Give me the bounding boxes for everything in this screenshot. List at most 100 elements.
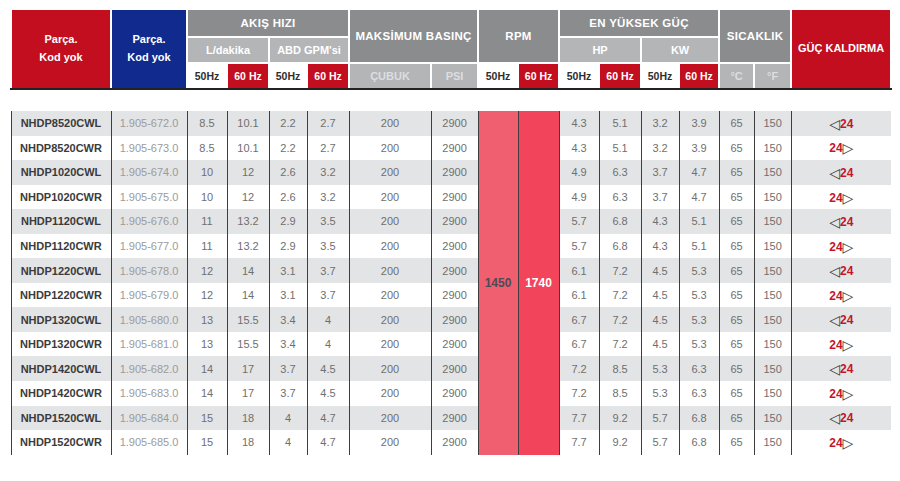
model-cell: NHDP1120CWR bbox=[11, 234, 111, 259]
table-row: NHDP1320CWL1.905-680.01315.53.4420029006… bbox=[11, 307, 891, 332]
hp-50hz-cell: 4.3 bbox=[559, 136, 599, 161]
power-lift-cell: ◁24 bbox=[791, 209, 891, 234]
lift-value: 24 bbox=[829, 338, 842, 352]
header-kw-50hz: 50Hz bbox=[641, 63, 679, 89]
kw-50hz-cell: 3.2 bbox=[641, 111, 679, 136]
header-power-hp: HP bbox=[559, 37, 641, 63]
kw-60hz-cell: 6.8 bbox=[679, 430, 719, 455]
pressure-bar-cell: 200 bbox=[349, 185, 431, 210]
flow-gpm-50hz-cell: 2.2 bbox=[269, 111, 307, 136]
pressure-psi-cell: 2900 bbox=[431, 111, 478, 136]
triangle-right-icon: ▷ bbox=[843, 337, 854, 353]
lift-value: 24 bbox=[840, 215, 853, 229]
header-flow-l-50hz: 50Hz bbox=[187, 63, 227, 89]
header-part-code-column: Parça. Kod yok bbox=[111, 9, 187, 89]
header-model-line2: Kod yok bbox=[12, 49, 110, 67]
part-code-cell: 1.905-681.0 bbox=[111, 332, 187, 357]
table-row: NHDP1420CWL1.905-682.014173.74.520029007… bbox=[11, 356, 891, 381]
model-cell: NHDP1420CWR bbox=[11, 381, 111, 406]
kw-50hz-cell: 4.3 bbox=[641, 234, 679, 259]
part-code-cell: 1.905-676.0 bbox=[111, 209, 187, 234]
lift-value: 24 bbox=[840, 117, 853, 131]
flow-l-50hz-cell: 12 bbox=[187, 283, 227, 308]
kw-50hz-cell: 3.7 bbox=[641, 185, 679, 210]
header-model-column: Parça. Kod yok bbox=[11, 9, 111, 89]
lift-value: 24 bbox=[840, 166, 853, 180]
flow-gpm-60hz-cell: 4.5 bbox=[307, 381, 349, 406]
flow-l-50hz-cell: 12 bbox=[187, 258, 227, 283]
hp-60hz-cell: 7.2 bbox=[599, 258, 641, 283]
part-code-cell: 1.905-679.0 bbox=[111, 283, 187, 308]
hp-60hz-cell: 6.3 bbox=[599, 185, 641, 210]
triangle-left-icon: ◁ bbox=[829, 214, 840, 230]
kw-60hz-cell: 6.3 bbox=[679, 356, 719, 381]
pressure-bar-cell: 200 bbox=[349, 136, 431, 161]
header-hp-50hz: 50Hz bbox=[559, 63, 599, 89]
pressure-bar-cell: 200 bbox=[349, 234, 431, 259]
kw-60hz-cell: 5.1 bbox=[679, 209, 719, 234]
hp-50hz-cell: 6.7 bbox=[559, 332, 599, 357]
hp-60hz-cell: 9.2 bbox=[599, 430, 641, 455]
header-temp-c: °C bbox=[719, 63, 754, 89]
header-lift-group: GÜÇ KALDIRMA bbox=[791, 9, 891, 89]
flow-l-50hz-cell: 14 bbox=[187, 381, 227, 406]
part-code-cell: 1.905-685.0 bbox=[111, 430, 187, 455]
part-code-cell: 1.905-673.0 bbox=[111, 136, 187, 161]
temp-f-cell: 150 bbox=[754, 111, 791, 136]
table-row: NHDP1020CWL1.905-674.010122.63.220029004… bbox=[11, 160, 891, 185]
flow-l-50hz-cell: 10 bbox=[187, 160, 227, 185]
temp-f-cell: 150 bbox=[754, 430, 791, 455]
temp-c-cell: 65 bbox=[719, 111, 754, 136]
temp-f-cell: 150 bbox=[754, 136, 791, 161]
flow-gpm-50hz-cell: 2.2 bbox=[269, 136, 307, 161]
flow-l-60hz-cell: 13.2 bbox=[227, 234, 269, 259]
pressure-psi-cell: 2900 bbox=[431, 160, 478, 185]
part-code-cell: 1.905-682.0 bbox=[111, 356, 187, 381]
flow-l-50hz-cell: 14 bbox=[187, 356, 227, 381]
power-lift-cell: ◁24 bbox=[791, 406, 891, 431]
power-lift-cell: ◁24 bbox=[791, 258, 891, 283]
table-row: NHDP1020CWR1.905-675.010122.63.220029004… bbox=[11, 185, 891, 210]
temp-c-cell: 65 bbox=[719, 307, 754, 332]
header-rpm-50hz: 50Hz bbox=[478, 63, 518, 89]
hp-60hz-cell: 6.8 bbox=[599, 209, 641, 234]
header-flow-gpm: ABD GPM'si bbox=[269, 37, 349, 63]
temp-c-cell: 65 bbox=[719, 430, 754, 455]
power-lift-cell: ◁24 bbox=[791, 356, 891, 381]
temp-c-cell: 65 bbox=[719, 332, 754, 357]
hp-60hz-cell: 6.3 bbox=[599, 160, 641, 185]
flow-l-50hz-cell: 11 bbox=[187, 209, 227, 234]
flow-gpm-50hz-cell: 3.7 bbox=[269, 381, 307, 406]
flow-l-60hz-cell: 15.5 bbox=[227, 332, 269, 357]
flow-gpm-50hz-cell: 3.1 bbox=[269, 258, 307, 283]
temp-f-cell: 150 bbox=[754, 356, 791, 381]
model-cell: NHDP8520CWL bbox=[11, 111, 111, 136]
flow-gpm-60hz-cell: 3.5 bbox=[307, 234, 349, 259]
table-row: NHDP1120CWL1.905-676.01113.22.93.5200290… bbox=[11, 209, 891, 234]
kw-50hz-cell: 3.7 bbox=[641, 160, 679, 185]
lift-value: 24 bbox=[829, 289, 842, 303]
hp-50hz-cell: 5.7 bbox=[559, 234, 599, 259]
kw-60hz-cell: 3.9 bbox=[679, 111, 719, 136]
triangle-right-icon: ▷ bbox=[843, 238, 854, 254]
triangle-right-icon: ▷ bbox=[843, 386, 854, 402]
header-part-line1: Parça. bbox=[112, 31, 186, 49]
pressure-bar-cell: 200 bbox=[349, 356, 431, 381]
pressure-bar-cell: 200 bbox=[349, 209, 431, 234]
table-row: NHDP1320CWR1.905-681.01315.53.4420029006… bbox=[11, 332, 891, 357]
model-cell: NHDP1520CWL bbox=[11, 406, 111, 431]
pressure-psi-cell: 2900 bbox=[431, 332, 478, 357]
flow-gpm-50hz-cell: 3.4 bbox=[269, 332, 307, 357]
temp-c-cell: 65 bbox=[719, 406, 754, 431]
hp-60hz-cell: 7.2 bbox=[599, 307, 641, 332]
triangle-left-icon: ◁ bbox=[829, 263, 840, 279]
part-code-cell: 1.905-677.0 bbox=[111, 234, 187, 259]
temp-c-cell: 65 bbox=[719, 185, 754, 210]
kw-50hz-cell: 4.3 bbox=[641, 209, 679, 234]
flow-l-50hz-cell: 8.5 bbox=[187, 111, 227, 136]
table-row: NHDP1220CWR1.905-679.012143.13.720029006… bbox=[11, 283, 891, 308]
kw-50hz-cell: 5.3 bbox=[641, 381, 679, 406]
header-body-gap bbox=[11, 89, 891, 111]
flow-gpm-50hz-cell: 2.9 bbox=[269, 209, 307, 234]
pressure-psi-cell: 2900 bbox=[431, 258, 478, 283]
